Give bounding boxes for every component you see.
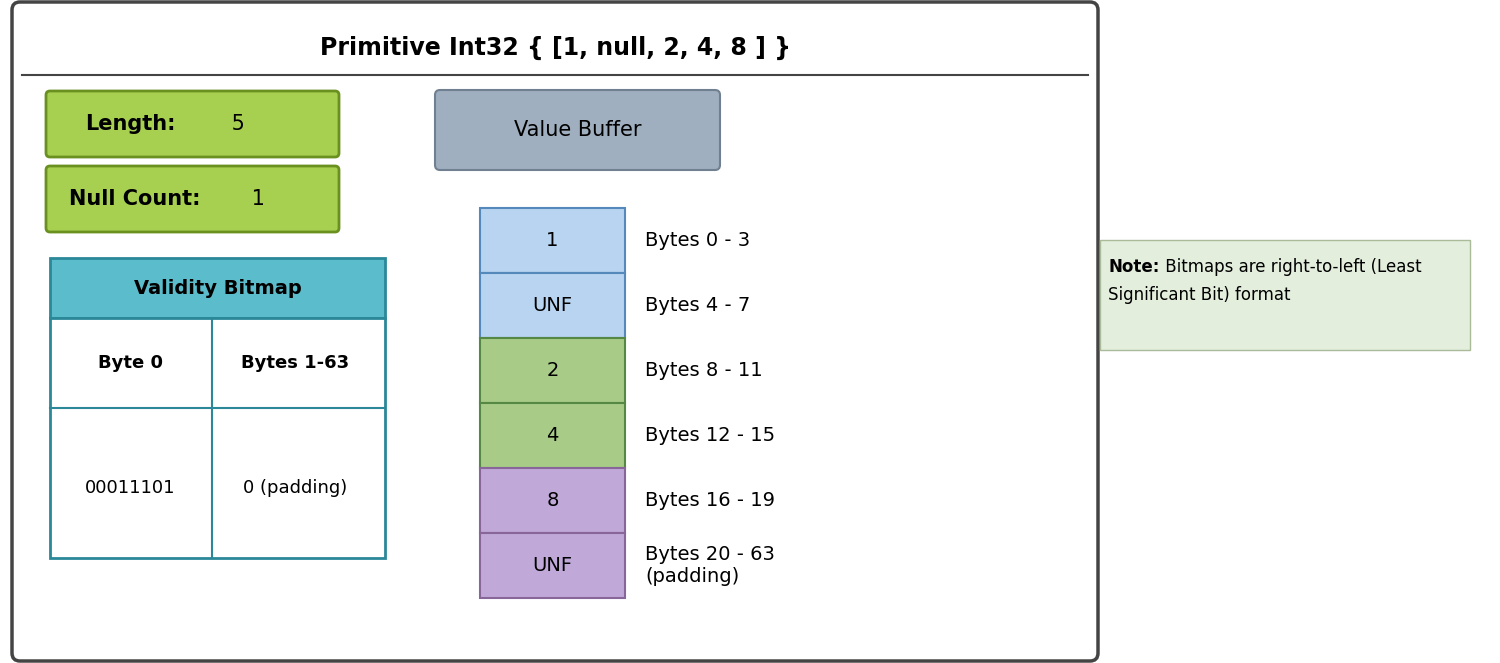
Text: UNF: UNF [532,556,573,575]
Bar [480,403,626,468]
Text: 0 (padding): 0 (padding) [243,479,346,497]
Text: Bytes 8 - 11: Bytes 8 - 11 [645,361,762,380]
Text: Note:: Note: [1108,258,1160,276]
Text: 2: 2 [546,361,558,380]
Text: 4: 4 [546,426,558,445]
Text: Null Count:: Null Count: [69,189,201,209]
Text: Byte 0: Byte 0 [98,354,162,372]
Text: Bytes 4 - 7: Bytes 4 - 7 [645,296,750,315]
Text: Bytes 12 - 15: Bytes 12 - 15 [645,426,776,445]
Text: 5: 5 [225,114,245,134]
Bar [480,468,626,533]
Bar [480,338,626,403]
Text: 8: 8 [546,491,558,510]
Text: 1: 1 [244,189,266,209]
Text: Bytes 1-63: Bytes 1-63 [242,354,350,372]
Text: Value Buffer: Value Buffer [513,120,642,140]
Text: Validity Bitmap: Validity Bitmap [134,278,302,298]
Text: Bytes 20 - 63
(padding): Bytes 20 - 63 (padding) [645,545,776,586]
FancyBboxPatch shape [46,91,339,157]
Bar [480,273,626,338]
Bar [480,533,626,598]
Bar [50,318,386,558]
Bar [1100,240,1470,350]
FancyBboxPatch shape [435,90,720,170]
Text: 00011101: 00011101 [84,479,176,497]
Bar [480,208,626,273]
Text: 1: 1 [546,231,558,250]
Bar [50,258,386,318]
FancyBboxPatch shape [46,166,339,232]
Text: Length:: Length: [84,114,176,134]
Text: Bytes 0 - 3: Bytes 0 - 3 [645,231,750,250]
Text: UNF: UNF [532,296,573,315]
Text: Bytes 16 - 19: Bytes 16 - 19 [645,491,776,510]
FancyBboxPatch shape [12,2,1098,661]
Text: Primitive Int32 { [1, null, 2, 4, 8 ] }: Primitive Int32 { [1, null, 2, 4, 8 ] } [320,36,791,60]
Text: Significant Bit) format: Significant Bit) format [1108,286,1290,304]
Text: Bitmaps are right-to-left (Least: Bitmaps are right-to-left (Least [1160,258,1422,276]
